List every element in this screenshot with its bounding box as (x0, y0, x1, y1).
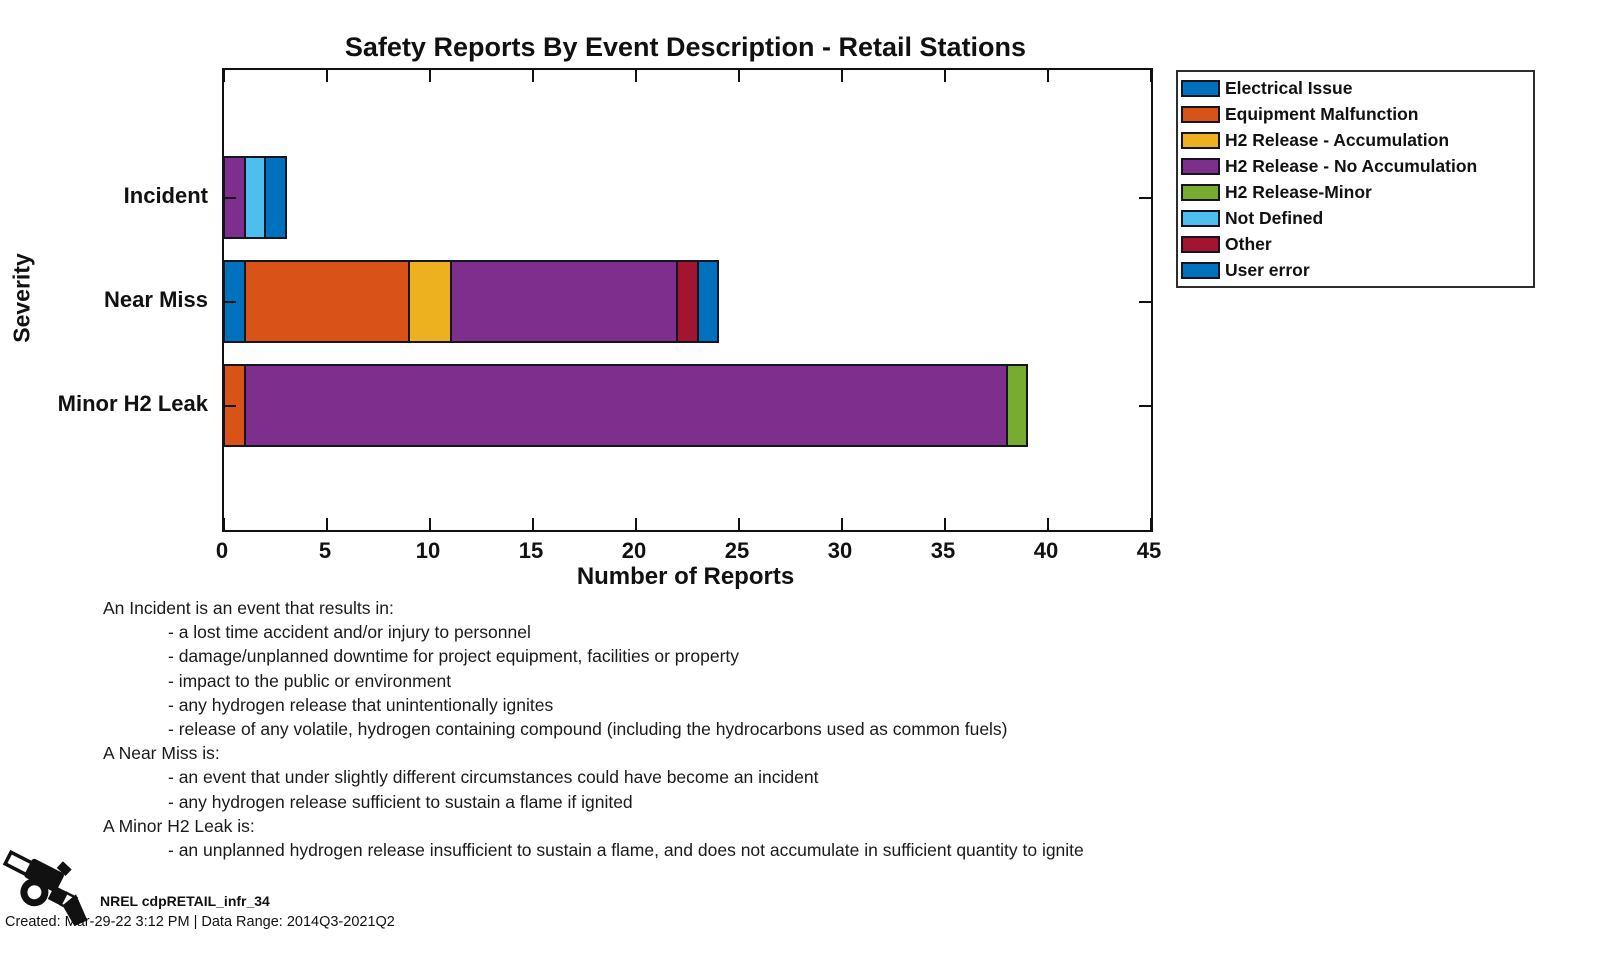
legend-label-equipment-malfunction: Equipment Malfunction (1225, 103, 1419, 124)
definition-line-8: - an event that under slightly different… (168, 767, 819, 788)
fuel-nozzle-icon (2, 849, 88, 927)
x-tick-label-30: 30 (827, 538, 853, 563)
x-tick-label-5: 5 (318, 538, 332, 563)
legend-label-electrical-issue: Electrical Issue (1225, 77, 1353, 98)
y-tick-right-incident (1139, 197, 1151, 199)
x-tick-label-10: 10 (415, 538, 441, 563)
definition-line-1: An Incident is an event that results in: (103, 598, 394, 618)
x-tick-top-20 (635, 70, 637, 82)
x-tick-label-45: 45 (1136, 538, 1162, 563)
bar-segment-minor-h2-leak-h2-release-no-accumulation (244, 364, 1008, 447)
x-tick-top-45 (1150, 70, 1152, 82)
x-tick-label-35: 35 (930, 538, 956, 563)
definition-line-6: - release of any volatile, hydrogen cont… (168, 718, 1008, 739)
legend-item-user-error: User error (1178, 257, 1533, 283)
legend-item-not-defined: Not Defined (1178, 205, 1533, 231)
legend-item-other: Other (1178, 231, 1533, 257)
legend-swatch-user-error (1181, 261, 1220, 279)
x-tick-45 (1150, 518, 1152, 530)
legend-swatch-h2-release-no-accumulation (1181, 157, 1220, 175)
y-tick-left-near-miss (224, 301, 236, 303)
bar-segment-near-miss-other (676, 260, 699, 343)
definition-line-3: - damage/unplanned downtime for project … (168, 646, 740, 667)
legend-label-other: Other (1225, 233, 1272, 254)
y-tick-left-incident (224, 197, 236, 199)
x-tick-top-40 (1047, 70, 1049, 82)
x-tick-top-30 (841, 70, 843, 82)
legend-swatch-equipment-malfunction (1181, 105, 1220, 123)
x-tick-top-0 (223, 70, 225, 82)
x-tick-35 (944, 518, 946, 530)
y-axis-label: Severity (8, 253, 35, 343)
x-tick-10 (429, 518, 431, 530)
x-tick-0 (223, 518, 225, 530)
x-tick-25 (738, 518, 740, 530)
x-tick-30 (841, 518, 843, 530)
legend-item-electrical-issue: Electrical Issue (1178, 75, 1533, 101)
bar-segment-near-miss-equipment-malfunction (244, 260, 410, 343)
x-axis-label: Number of Reports (576, 563, 795, 590)
category-label-incident: Incident (123, 183, 208, 208)
bar-segment-incident-not-defined (244, 156, 266, 239)
report-id: NREL cdpRETAIL_infr_34 (100, 893, 270, 909)
legend-label-h2-release-accumulation: H2 Release - Accumulation (1225, 129, 1450, 150)
category-label-near-miss: Near Miss (104, 287, 208, 312)
x-tick-label-15: 15 (518, 538, 544, 563)
x-tick-15 (532, 518, 534, 530)
legend-swatch-h2-release-accumulation (1181, 131, 1220, 149)
bar-segment-near-miss-user-error (697, 260, 719, 343)
x-tick-top-35 (944, 70, 946, 82)
definition-line-4: - impact to the public or environment (168, 670, 452, 691)
legend: Electrical Issue Equipment Malfunction H2 … (1176, 70, 1535, 288)
definition-line-9: - any hydrogen release sufficient to sus… (168, 791, 633, 812)
created-and-data-range: Created: Mar-29-22 3:12 PM | Data Range:… (5, 914, 395, 930)
legend-label-h2-release-minor: H2 Release-Minor (1225, 181, 1372, 202)
legend-item-equipment-malfunction: Equipment Malfunction (1178, 101, 1533, 127)
bar-segment-near-miss-h2-release-accumulation (408, 260, 452, 343)
definition-line-7: A Near Miss is: (103, 743, 220, 764)
definition-line-11: - an unplanned hydrogen release insuffic… (168, 839, 1084, 860)
definition-line-10: A Minor H2 Leak is: (103, 815, 255, 836)
legend-label-not-defined: Not Defined (1225, 207, 1324, 228)
x-tick-40 (1047, 518, 1049, 530)
legend-swatch-not-defined (1181, 209, 1220, 227)
definition-line-2: - a lost time accident and/or injury to … (168, 622, 531, 643)
chart-title: Safety Reports By Event Description - Re… (344, 32, 1027, 62)
legend-label-h2-release-no-accumulation: H2 Release - No Accumulation (1225, 155, 1478, 176)
x-tick-label-40: 40 (1033, 538, 1059, 563)
bar-segment-minor-h2-leak-h2-release-minor (1006, 364, 1028, 447)
y-tick-right-near-miss (1139, 301, 1151, 303)
x-tick-top-15 (532, 70, 534, 82)
x-tick-top-5 (326, 70, 328, 82)
severity-definitions: An Incident is an event that results in:… (103, 596, 1084, 862)
legend-swatch-h2-release-minor (1181, 183, 1220, 201)
legend-item-h2-release-accumulation: H2 Release - Accumulation (1178, 127, 1533, 153)
bar-segment-incident-user-error (264, 156, 287, 239)
x-tick-5 (326, 518, 328, 530)
bar-segment-near-miss-h2-release-no-accumulation (450, 260, 678, 343)
legend-item-h2-release-no-accumulation: H2 Release - No Accumulation (1178, 153, 1533, 179)
y-tick-right-minor-h2-leak (1139, 405, 1151, 407)
y-tick-left-minor-h2-leak (224, 405, 236, 407)
definition-line-5: - any hydrogen release that unintentiona… (168, 694, 554, 715)
legend-item-h2-release-minor: H2 Release-Minor (1178, 179, 1533, 205)
x-tick-top-10 (429, 70, 431, 82)
legend-swatch-other (1181, 235, 1220, 253)
x-tick-label-25: 25 (724, 538, 750, 563)
legend-swatch-electrical-issue (1181, 79, 1220, 97)
x-tick-label-20: 20 (621, 538, 647, 563)
x-tick-20 (635, 518, 637, 530)
legend-label-user-error: User error (1225, 259, 1310, 280)
x-tick-label-0: 0 (215, 538, 229, 563)
x-tick-top-25 (738, 70, 740, 82)
category-label-minor-h2-leak: Minor H2 Leak (57, 391, 208, 416)
plot-area (222, 68, 1153, 532)
